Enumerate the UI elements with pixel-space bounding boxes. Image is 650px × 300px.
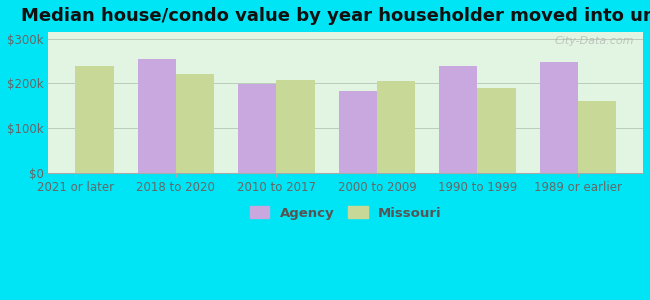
Bar — [339, 92, 377, 172]
Bar — [138, 59, 176, 172]
Bar — [75, 65, 114, 172]
Bar — [578, 101, 616, 172]
Bar — [439, 66, 477, 172]
Bar — [239, 84, 276, 172]
Bar — [377, 81, 415, 172]
Bar — [477, 88, 515, 172]
Bar — [176, 74, 214, 172]
Bar — [540, 62, 578, 172]
Title: Median house/condo value by year householder moved into unit: Median house/condo value by year househo… — [21, 7, 650, 25]
Legend: Agency, Missouri: Agency, Missouri — [244, 201, 447, 225]
Bar — [276, 80, 315, 172]
Text: City-Data.com: City-Data.com — [554, 36, 634, 46]
